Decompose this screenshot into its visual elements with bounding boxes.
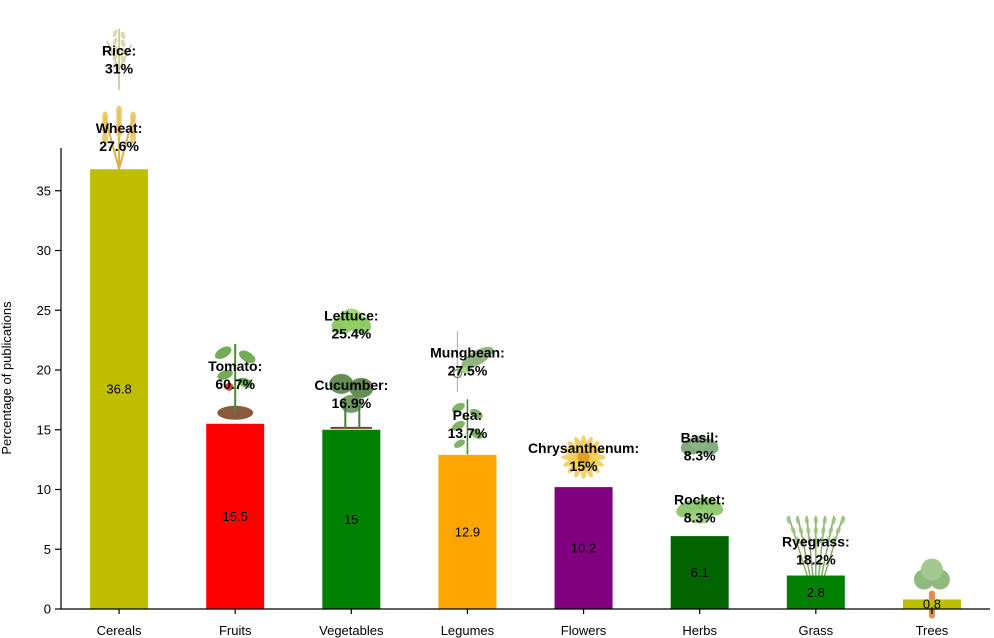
y-tick-label: 15 [37, 422, 51, 437]
bars-layer: 36.8 15.5 15 12.9 10.2 6.1 2.8 0.8 [90, 169, 961, 611]
crop-percent-label: 27.5% [448, 363, 488, 379]
crop-percent-label: 18.2% [796, 551, 836, 567]
x-tick-label: Legumes [441, 623, 495, 638]
bar-value-label: 15 [344, 512, 358, 527]
chrysanthemum-icon [561, 435, 606, 480]
bar-value-label: 15.5 [223, 509, 248, 524]
bar-legumes [438, 454, 497, 609]
x-tick-label: Vegetables [319, 623, 384, 638]
crop-name-label: Cucumber: [314, 377, 388, 393]
axes-layer [60, 148, 990, 610]
y-tick-label: 20 [37, 363, 51, 378]
crop-percent-label: 60.7% [215, 376, 255, 392]
crop-name-label: Basil: [681, 429, 719, 445]
x-tick-label: Grass [798, 623, 833, 638]
crop-name-label: Rocket: [674, 492, 725, 508]
illustration-layer [102, 28, 950, 619]
mungbean-pod-icon [452, 331, 494, 393]
cucumber-plant-icon [329, 373, 374, 429]
y-tick-label: 5 [44, 542, 51, 557]
tomato-plant-icon [215, 343, 256, 420]
bar-fruits [206, 423, 265, 609]
crop-name-label: Mungbean: [430, 345, 505, 361]
x-tick-label: Fruits [219, 623, 252, 638]
bar-value-label: 12.9 [455, 524, 480, 539]
bar-value-label: 2.8 [807, 585, 825, 600]
x-tick-label: Herbs [682, 623, 717, 638]
y-tick-label: 35 [37, 183, 51, 198]
bar-flowers [554, 487, 613, 609]
rice-icon [106, 28, 132, 91]
crop-percent-label: 27.6% [99, 138, 139, 154]
annotations-layer: Wheat: 27.6% Rice: 31% Tomato: 60.7% Cucumber:… [96, 42, 850, 567]
x-ticks: Cereals Fruits Vegetables Legumes Flowers Her… [97, 609, 949, 638]
basil-leaf-icon [680, 435, 719, 455]
pea-plant-icon [452, 398, 483, 455]
crop-percent-label: 25.4% [331, 326, 371, 342]
crop-percent-label: 8.3% [684, 510, 716, 526]
wheat-icon [102, 105, 137, 170]
x-tick-label: Flowers [561, 623, 607, 638]
bar-cereals [90, 169, 149, 610]
crop-percent-label: 31% [105, 60, 134, 76]
bar-herbs [670, 536, 729, 609]
crop-name-label: Pea: [453, 407, 483, 423]
bar-value-label: 0.8 [923, 596, 941, 611]
crop-name-label: Wheat: [96, 120, 143, 136]
y-tick-label: 10 [37, 482, 51, 497]
x-tick-label: Cereals [97, 623, 142, 638]
bar-trees [902, 599, 961, 609]
crop-name-label: Lettuce: [324, 308, 378, 324]
y-tick-label: 0 [44, 602, 51, 617]
crop-percent-label: 13.7% [448, 425, 488, 441]
bar-value-label: 10.2 [571, 541, 596, 556]
crop-name-label: Tomato: [208, 358, 262, 374]
crop-percent-label: 8.3% [684, 447, 716, 463]
crop-percent-label: 16.9% [331, 395, 371, 411]
crop-name-label: Chrysanthenum: [528, 440, 639, 456]
bar-value-label: 6.1 [691, 565, 709, 580]
y-tick-label: 30 [37, 243, 51, 258]
rocket-leaf-icon [676, 497, 724, 524]
bar-vegetables [322, 429, 381, 609]
crop-name-label: Ryegrass: [782, 533, 850, 549]
crop-percent-label: 15% [570, 458, 599, 474]
ryegrass-icon [786, 515, 846, 586]
bar-value-label: 36.8 [106, 382, 131, 397]
lettuce-icon [331, 308, 372, 334]
x-tick-label: Trees [916, 623, 949, 638]
crop-name-label: Rice: [102, 42, 136, 58]
bar-grass [786, 575, 845, 609]
y-ticks: 0 5 10 15 20 25 30 35 [37, 183, 61, 617]
y-tick-label: 25 [37, 303, 51, 318]
y-axis-label: Percentage of publications [0, 301, 14, 455]
